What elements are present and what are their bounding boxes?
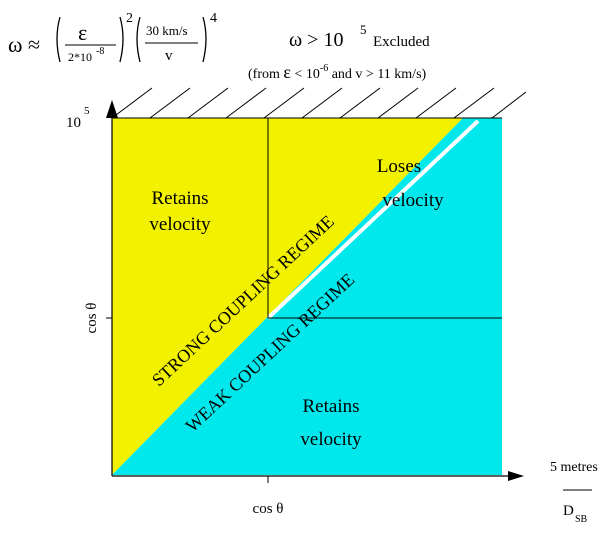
- top-right-label-line1: Loses: [377, 156, 421, 177]
- omega-formula: ω ≈ ε 2*10 -8 2 30 km/s v 4: [8, 11, 217, 64]
- x-unit-numerator: 5 metres: [550, 460, 598, 475]
- paren-right-2: [203, 17, 206, 62]
- top-left-label-line1: Retains: [152, 188, 209, 209]
- svg-text:Excluded: Excluded: [373, 34, 430, 50]
- svg-text:ω > 10: ω > 10: [289, 29, 343, 51]
- paren-left-2: [137, 17, 140, 62]
- paren-left-1: [57, 17, 60, 62]
- x-tick-label: cos θ: [253, 501, 284, 517]
- svg-text:5: 5: [360, 22, 367, 37]
- paren-right-1: [120, 17, 123, 62]
- bottom-right-label-line2: velocity: [300, 429, 362, 450]
- svg-text:v: v: [165, 48, 173, 64]
- y-axis-label: cos θ: [84, 303, 100, 334]
- svg-text:ω ≈: ω ≈: [8, 32, 40, 57]
- y-top-tick-exponent: 5: [84, 105, 90, 117]
- x-unit-denominator: D: [563, 503, 574, 519]
- bottom-right-label-line1: Retains: [303, 396, 360, 417]
- top-right-label-line2: velocity: [382, 190, 444, 211]
- svg-text:30 km/s: 30 km/s: [146, 23, 188, 38]
- excluded-annotation: ω > 10 5 Excluded (from ε < 10-6 and v >…: [248, 22, 430, 82]
- x-unit-denominator-sub: SB: [575, 514, 588, 525]
- svg-text:(from ε < 10-6 and v > 11 km/s: (from ε < 10-6 and v > 11 km/s): [248, 62, 427, 82]
- svg-text:4: 4: [210, 11, 217, 26]
- svg-text:2: 2: [126, 11, 133, 26]
- y-top-tick-label: 10: [66, 115, 81, 131]
- svg-text:ε: ε: [78, 20, 87, 45]
- svg-text:2*10: 2*10: [68, 50, 92, 64]
- x-axis-arrowhead: [508, 471, 524, 481]
- top-left-label-line2: velocity: [149, 214, 211, 235]
- svg-text:-8: -8: [96, 46, 104, 57]
- exclusion-hatching: [112, 88, 526, 118]
